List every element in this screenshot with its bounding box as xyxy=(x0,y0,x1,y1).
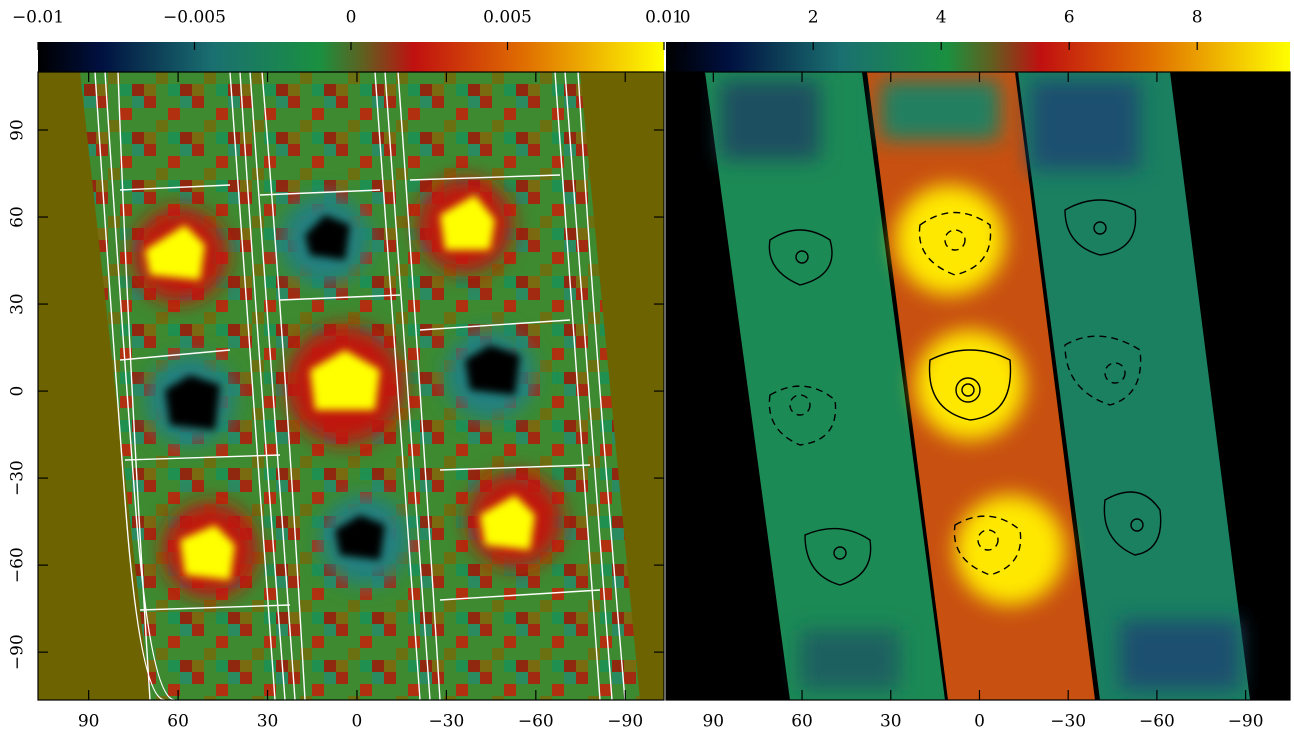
x-tick-label: −60 xyxy=(518,712,554,732)
y-tick-label: −90 xyxy=(8,634,28,670)
colorbar-tick-label: 4 xyxy=(936,8,947,28)
x-tick-label: 90 xyxy=(702,712,724,732)
y-tick-label: 90 xyxy=(8,119,28,141)
colorbar-tick-label: 0 xyxy=(680,8,691,28)
x-tick-label: 0 xyxy=(352,712,363,732)
x-tick-label: −30 xyxy=(428,712,464,732)
x-tick-label: 0 xyxy=(974,712,985,732)
y-tick-label: 60 xyxy=(8,206,28,228)
y-tick-label: 0 xyxy=(8,386,28,397)
x-tick-label: −90 xyxy=(607,712,643,732)
colorbar-tick-label: −0.01 xyxy=(12,8,64,28)
x-tick-label: −30 xyxy=(1050,712,1086,732)
heatmap-left xyxy=(38,72,664,700)
x-tick-label: 30 xyxy=(257,712,279,732)
colorbar-tick-label: 6 xyxy=(1064,8,1075,28)
x-tick-label: 30 xyxy=(880,712,902,732)
colorbar-tick-label: 0.01 xyxy=(645,8,683,28)
y-tick-label: 30 xyxy=(8,293,28,315)
colorbar-tick-label: −0.005 xyxy=(163,8,226,28)
colorbar-tick-label: 0.005 xyxy=(483,8,532,28)
colorbar-tick-label: 2 xyxy=(808,8,819,28)
chart: −0.01−0.00500.0050.019060300−30−60−90−90… xyxy=(0,0,1294,737)
heatmap-right xyxy=(666,72,1290,700)
x-tick-label: −90 xyxy=(1228,712,1264,732)
y-tick-label: −30 xyxy=(8,460,28,496)
colorbar xyxy=(666,42,1290,72)
y-tick-label: −60 xyxy=(8,547,28,583)
x-tick-label: −60 xyxy=(1139,712,1175,732)
x-tick-label: 60 xyxy=(167,712,189,732)
x-tick-label: 60 xyxy=(791,712,813,732)
x-tick-label: 90 xyxy=(78,712,100,732)
colorbar-tick-label: 0 xyxy=(346,8,357,28)
colorbar-tick-label: 8 xyxy=(1192,8,1203,28)
